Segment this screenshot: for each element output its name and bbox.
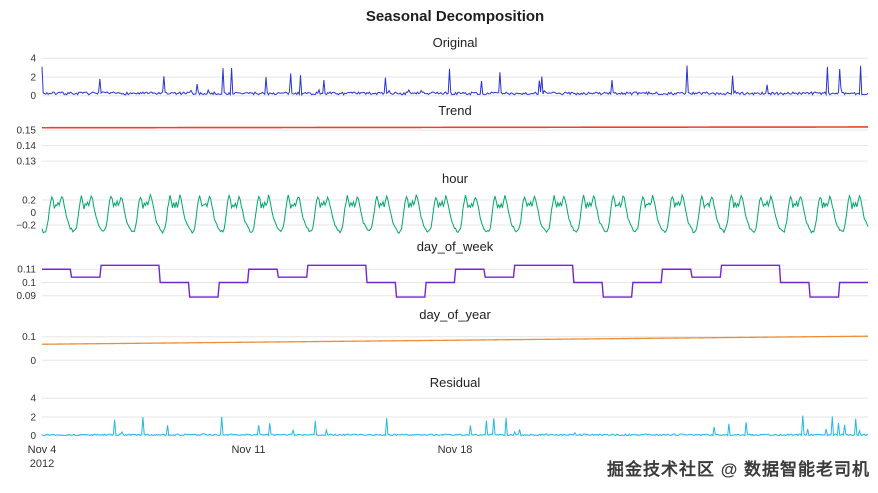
plot-area: −0.2 00.2 [16,192,869,235]
series-line [41,65,869,97]
x-tick-label: Nov 4 2012 [28,443,57,471]
plot-area: 0 2 4 [30,394,869,440]
subplot-title: day_of_week [416,239,494,254]
y-tick-label: 0 [30,431,36,440]
y-tick-label: 0.15 [17,126,37,137]
subplot-trend: Trend 0.13 0.14 0.15 [0,100,878,168]
x-tick-text: Nov 18 [437,444,473,456]
y-tick-label: 2 [30,413,36,424]
subplots-container: Original 0 2 4 Trend 0.13 0.14 0.15 hour −0.2 0 0.2… [0,32,878,440]
subplot-title: Residual [429,375,481,390]
subplot-residual: Residual 0 2 4 [0,372,878,440]
y-tick-label: 0.1 [22,278,36,289]
x-tick-text: Nov 11 [231,444,266,456]
y-tick-label: 0.11 [17,265,36,276]
series-line [41,335,869,345]
series-line [41,192,869,235]
subplot-title: Trend [438,103,472,118]
x-tick-label: Nov 18 [438,443,473,457]
y-tick-label: 4 [30,394,36,405]
y-tick-label: 4 [30,54,36,65]
x-tick-year: 2012 [29,458,55,470]
y-tick-label: 0.13 [17,157,37,168]
y-tick-label: 0 [30,91,36,100]
series-line [41,415,869,437]
subplot-title: hour [441,171,469,186]
series-line [42,264,868,298]
y-tick-label: 0 [30,356,36,367]
watermark: 掘金技术社区 @ 数据智能老司机 [606,460,870,479]
plot-area: 0.09 0.1 0.11 [17,264,868,302]
plot-area: 0 2 4 [30,54,869,100]
subplot-title: day_of_year [419,307,491,322]
subplot-day-of-week: day_of_week 0.09 0.1 0.11 [0,236,878,304]
subplot-hour: hour −0.2 0 0.2 [0,168,878,236]
y-tick-label: 0.2 [22,196,36,207]
y-tick-label: 0 [30,208,36,219]
plot-area: 00.1 [22,332,869,367]
x-tick-label: Nov 11 [231,443,265,457]
subplot-title: Original [432,35,478,50]
x-tick-text: Nov 4 [27,444,57,456]
y-tick-label: 0.14 [17,141,37,152]
y-tick-label: 0.09 [17,291,37,302]
series-line [42,126,868,129]
plot-area: 0.13 0.14 0.15 [17,126,868,168]
y-tick-label: −0.2 [16,221,36,232]
y-tick-label: 0.1 [22,332,36,343]
subplot-original: Original 0 2 4 [0,32,878,100]
subplot-day-of-year: day_of_year 0 0.1 [0,304,878,372]
x-axis: Nov 4 2012 Nov 11 Nov 18 [0,440,878,493]
chart-title: Seasonal Decomposition [365,8,545,25]
y-tick-label: 2 [30,73,36,84]
